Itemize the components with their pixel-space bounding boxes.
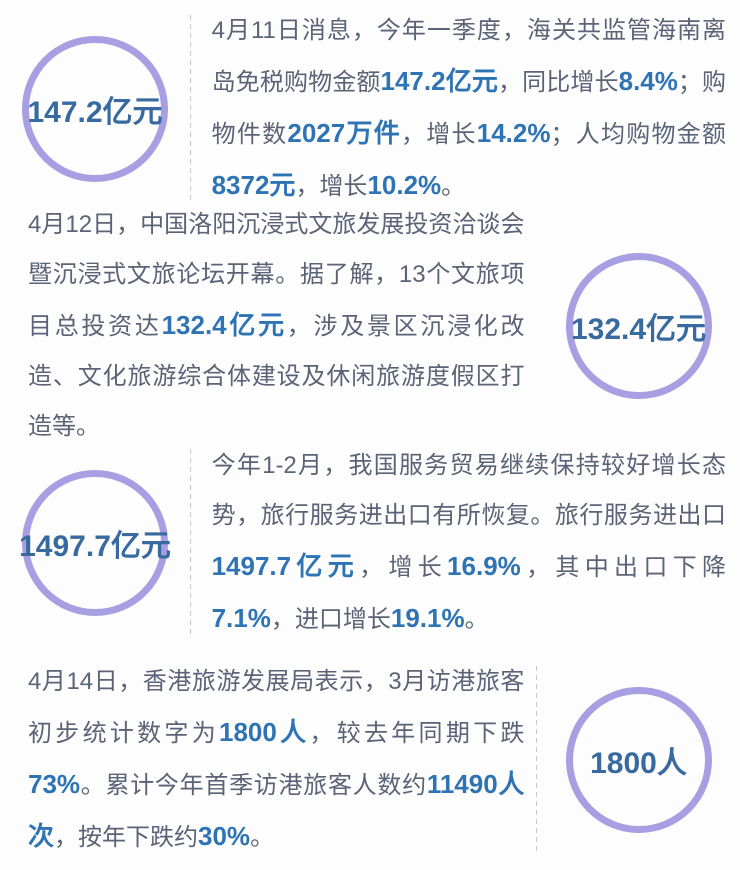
text-segment: 。累计今年首季访港旅客人数约	[80, 771, 427, 799]
text-segment: ，涉及景区沉浸化改造、文化旅游综合体建设及休闲旅游度假区打造等。	[28, 312, 525, 440]
stat-highlight: 132.4亿元	[161, 309, 287, 340]
text-segment: 4月14日，香港旅游发展局表示，3月访港旅客初步统计数字为	[28, 667, 525, 747]
stat-highlight: 30%	[198, 820, 251, 851]
news-paragraph-2: 4月12日，中国洛阳沉浸式文旅发展投资洽谈会暨沉浸式文旅论坛开幕。据了解，13个…	[28, 200, 525, 452]
stat-highlight: 147.2亿元	[380, 65, 498, 96]
text-segment: 4月11日消息，今年一季度，海关共监管海南离岛免税购物金额	[211, 16, 726, 96]
stat-highlight: 8372元	[211, 169, 296, 200]
text-segment: ，增长	[400, 120, 477, 148]
news-item-3: 1497.7亿元 今年1-2月，我国服务贸易继续保持较好增长态势，旅行服务进出口…	[0, 434, 740, 651]
text-segment: ，较去年同期下跌	[309, 719, 525, 747]
text-segment: ；人均购物金额	[550, 120, 726, 148]
stat-highlight: 2027万件	[287, 117, 401, 148]
stat-badge-4: 1800人	[537, 686, 740, 833]
stat-badge-3: 1497.7亿元	[0, 469, 190, 616]
stat-highlight: 16.9%	[447, 550, 521, 581]
news-text-3: 今年1-2月，我国服务贸易继续保持较好增长态势，旅行服务进出口有所恢复。旅行服务…	[191, 441, 740, 645]
text-segment: 。	[464, 605, 489, 633]
dotted-divider-2	[536, 232, 537, 419]
stat-highlight: 10.2%	[367, 169, 442, 200]
news-paragraph-1: 4月11日消息，今年一季度，海关共监管海南离岛免税购物金额147.2亿元，同比增…	[212, 6, 726, 212]
text-segment: ；购物件数	[211, 68, 727, 148]
news-paragraph-3: 今年1-2月，我国服务贸易继续保持较好增长态势，旅行服务进出口有所恢复。旅行服务…	[212, 441, 726, 645]
news-text-1: 4月11日消息，今年一季度，海关共监管海南离岛免税购物金额147.2亿元，同比增…	[191, 6, 740, 212]
text-segment: ，增长	[359, 553, 448, 581]
text-segment: 。	[441, 172, 466, 200]
news-item-2: 4月12日，中国洛阳沉浸式文旅发展投资洽谈会暨沉浸式文旅论坛开幕。据了解，13个…	[0, 211, 740, 440]
stat-badge-1: 147.2亿元	[0, 35, 190, 182]
stat-highlight: 1800人	[219, 716, 310, 747]
stat-value-4: 1800人	[590, 746, 687, 780]
stat-value-3: 1497.7亿元	[19, 529, 171, 563]
text-segment: 今年1-2月，我国服务贸易继续保持较好增长态势，旅行服务进出口有所恢复。旅行服务…	[211, 451, 726, 529]
text-segment: ，同比增长	[497, 68, 619, 96]
text-segment: ，进口增长	[270, 605, 391, 633]
dotted-divider-3	[190, 449, 191, 636]
dotted-divider-4	[536, 666, 537, 853]
text-segment: 4月12日，中国洛阳沉浸式文旅发展投资洽谈会暨沉浸式文旅论坛开幕。据了解，13个…	[28, 210, 525, 340]
stat-value-2: 132.4亿元	[570, 312, 707, 346]
stat-highlight: 11490人次	[28, 768, 525, 851]
text-segment: ，其中出口下降	[520, 553, 727, 581]
text-segment: ，按年下跌约	[54, 823, 199, 851]
news-item-4: 4月14日，香港旅游发展局表示，3月访港旅客初步统计数字为1800人，较去年同期…	[0, 651, 740, 868]
news-paragraph-4: 4月14日，香港旅游发展局表示，3月访港旅客初步统计数字为1800人，较去年同期…	[28, 657, 524, 863]
news-text-4: 4月14日，香港旅游发展局表示，3月访港旅客初步统计数字为1800人，较去年同期…	[0, 657, 536, 863]
stat-highlight: 1497.7亿元	[211, 550, 360, 581]
stat-badge-2: 132.4亿元	[537, 252, 740, 399]
stat-highlight: 19.1%	[390, 602, 465, 633]
dotted-divider-1	[190, 15, 191, 202]
text-segment: ，增长	[295, 172, 368, 200]
text-segment: 。	[250, 823, 275, 851]
stat-circle-3: 1497.7亿元	[19, 469, 171, 616]
stat-highlight: 14.2%	[476, 117, 551, 148]
news-text-2: 4月12日，中国洛阳沉浸式文旅发展投资洽谈会暨沉浸式文旅论坛开幕。据了解，13个…	[0, 200, 537, 452]
stat-circle-2: 132.4亿元	[565, 252, 712, 399]
stat-value-1: 147.2亿元	[27, 95, 163, 129]
stat-highlight: 7.1%	[211, 602, 271, 633]
stat-circle-1: 147.2亿元	[22, 35, 168, 182]
news-item-1: 147.2亿元 4月11日消息，今年一季度，海关共监管海南离岛免税购物金额147…	[0, 0, 740, 217]
stat-highlight: 8.4%	[618, 65, 678, 96]
stat-circle-4: 1800人	[565, 686, 712, 833]
stat-highlight: 73%	[28, 768, 81, 799]
